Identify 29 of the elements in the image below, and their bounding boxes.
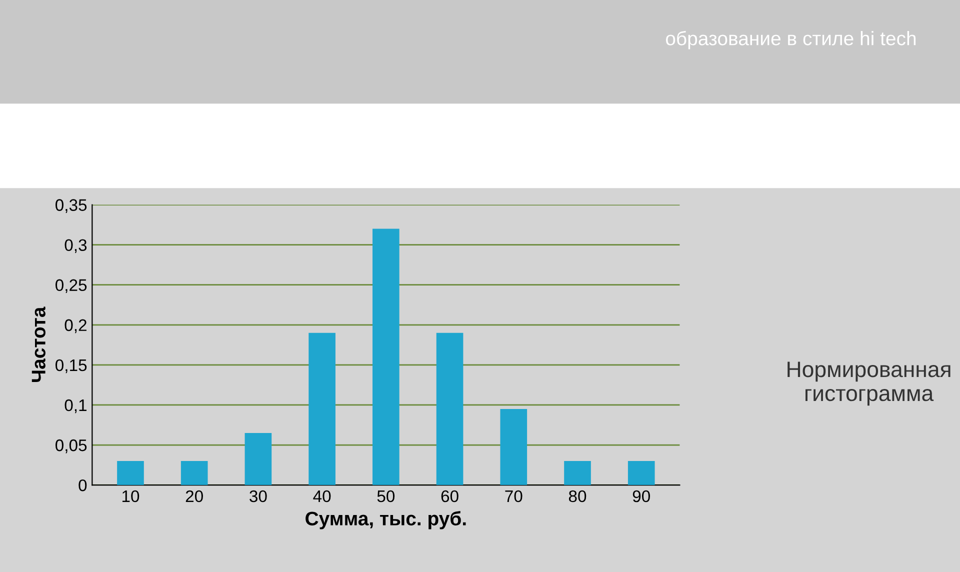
bar [628, 461, 655, 486]
y-tick-label: 0,1 [64, 399, 86, 414]
bar [372, 228, 400, 486]
x-axis-title: Сумма, тыс. руб. [306, 511, 466, 530]
x-tick-label: 20 [186, 490, 203, 502]
y-tick-label: 0,2 [64, 319, 86, 334]
x-tick-label: 40 [313, 490, 331, 502]
y-axis-title: Частота [32, 306, 46, 382]
x-tick-label: 30 [250, 490, 267, 502]
y-tick-label: 0,35 [56, 199, 87, 213]
bar [117, 461, 144, 486]
bar [244, 433, 272, 486]
text: Нормированная гистограмма [788, 362, 950, 406]
x-tick-label: 60 [441, 490, 458, 502]
x-tick-label: 10 [122, 490, 140, 502]
y-tick-label: 0,15 [56, 359, 87, 374]
y-tick-label: 0,3 [64, 239, 87, 253]
bar [436, 332, 464, 486]
x-tick-label: 70 [505, 490, 522, 502]
bar [500, 408, 528, 486]
y-tick-label: 0 [78, 479, 87, 492]
y-tick-label: 0,25 [56, 279, 87, 294]
y-tick-label: 0,05 [56, 439, 87, 454]
x-tick-label: 80 [568, 490, 586, 502]
x-tick-label: 90 [632, 490, 650, 502]
bar [180, 461, 208, 486]
bar [308, 332, 336, 486]
x-tick-label: 50 [377, 490, 395, 502]
bar [564, 461, 591, 486]
